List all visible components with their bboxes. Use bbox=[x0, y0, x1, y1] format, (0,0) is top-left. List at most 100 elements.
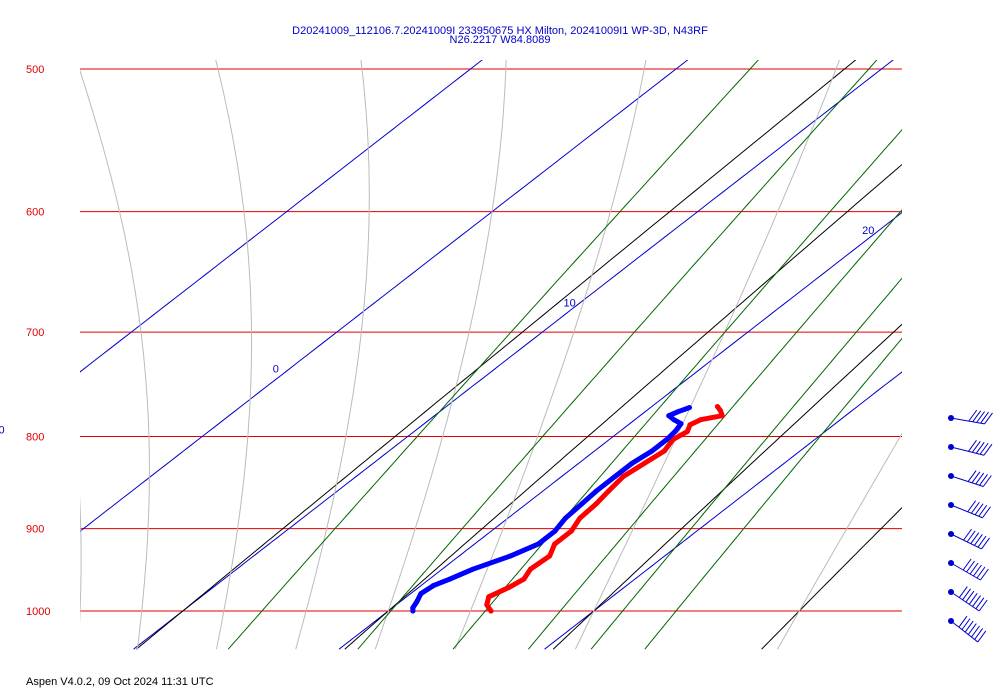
dry-adiabat-line bbox=[761, 506, 902, 650]
wind-barb-flag bbox=[962, 558, 972, 571]
dewpoint-point bbox=[418, 591, 424, 597]
wind-barb-flag bbox=[974, 503, 984, 516]
wind-barb-flag bbox=[975, 472, 985, 485]
temperature-point bbox=[605, 488, 611, 494]
dewpoint-point bbox=[649, 448, 655, 454]
temperature-point bbox=[714, 404, 720, 410]
dry-adiabat-line bbox=[136, 60, 857, 650]
dry-adiabat-line bbox=[344, 163, 902, 650]
wind-barb-flag bbox=[982, 506, 991, 519]
dewpoint-point bbox=[629, 460, 635, 466]
wind-barb-flag bbox=[973, 564, 982, 577]
wind-barb-staff bbox=[950, 475, 984, 487]
moist-adiabat-line bbox=[80, 496, 82, 625]
wind-barb-staff bbox=[950, 533, 982, 550]
isobar-label: 700 bbox=[26, 327, 44, 339]
dewpoint-point bbox=[612, 474, 618, 480]
dewpoint-point bbox=[672, 429, 678, 435]
temperature-point bbox=[547, 553, 553, 559]
temperature-point bbox=[552, 541, 558, 547]
wind-barb-flag bbox=[976, 566, 986, 579]
mixing-ratio-line bbox=[227, 60, 759, 650]
temperature-point bbox=[506, 584, 512, 590]
isobar-label: 1000 bbox=[26, 606, 50, 618]
mixing-ratio-line bbox=[644, 337, 902, 650]
mixing-ratio-line bbox=[528, 209, 902, 650]
wind-barb-flag bbox=[979, 442, 989, 455]
temperature-point bbox=[488, 608, 494, 614]
wind-barb-flag bbox=[971, 441, 981, 453]
temperature-point bbox=[527, 566, 533, 572]
isotherm-line bbox=[80, 60, 483, 373]
dewpoint-point bbox=[666, 413, 672, 419]
wind-barb-flag bbox=[972, 410, 982, 423]
wind-barb bbox=[948, 409, 993, 425]
dry-adiabat-line bbox=[552, 323, 902, 650]
dewpoint-point bbox=[414, 599, 420, 605]
wind-barb-flag bbox=[958, 615, 968, 628]
temperature-point bbox=[719, 413, 725, 419]
wind-barb-flag bbox=[973, 534, 983, 546]
isotherm-label: 0 bbox=[273, 364, 279, 376]
wind-barb-flag bbox=[980, 411, 989, 424]
wind-barb bbox=[948, 558, 989, 581]
wind-barb-flag bbox=[961, 618, 971, 630]
mixing-ratio-line bbox=[452, 129, 902, 650]
temperature-point bbox=[687, 422, 693, 428]
temperature-point bbox=[717, 408, 723, 414]
temperature-point bbox=[521, 576, 527, 582]
dry-adiabat-line bbox=[970, 0, 1000, 649]
wind-barb-flag bbox=[964, 620, 974, 633]
dewpoint-point bbox=[410, 608, 416, 614]
temperature-point bbox=[670, 436, 676, 442]
wind-barb bbox=[948, 615, 987, 643]
wind-barb bbox=[948, 470, 992, 487]
dewpoint-point bbox=[664, 436, 670, 442]
wind-barb-flag bbox=[976, 411, 986, 423]
isobar-label: 500 bbox=[26, 64, 44, 76]
moist-adiabat-line bbox=[374, 60, 507, 650]
chart-subtitle: N26.2217 W84.8089 bbox=[449, 34, 551, 46]
wind-barb-flag bbox=[982, 475, 992, 487]
grid-layer bbox=[0, 0, 1000, 650]
wind-barb-flag bbox=[966, 530, 976, 543]
wind-barb-flag bbox=[967, 500, 977, 513]
dewpoint-point bbox=[579, 501, 585, 507]
wind-barb-flag bbox=[962, 588, 972, 601]
dewpoint-point bbox=[593, 488, 599, 494]
wind-barb-staff bbox=[950, 591, 980, 612]
wind-barb-flag bbox=[984, 412, 993, 425]
mixing-ratio-line bbox=[590, 277, 902, 650]
wind-barb-flag bbox=[977, 630, 987, 643]
chart-title: D20241009_112106.7.20241009I 233950675 H… bbox=[292, 25, 708, 37]
wind-barb-flag bbox=[968, 409, 978, 422]
moist-adiabat-line bbox=[0, 0, 39, 649]
moist-adiabat-line bbox=[80, 69, 150, 650]
wind-barb-flag bbox=[966, 560, 975, 573]
wind-barb-flag bbox=[968, 593, 978, 605]
wind-barb-flag bbox=[980, 568, 989, 581]
wind-barb bbox=[948, 500, 991, 519]
wind-barb-flag bbox=[978, 599, 988, 612]
wind-barb-flag bbox=[978, 504, 988, 517]
isobar-label: 900 bbox=[26, 524, 44, 536]
wind-barb-flag bbox=[971, 471, 981, 484]
wind-barb-flag bbox=[970, 501, 980, 514]
isotherm-line bbox=[80, 60, 689, 532]
wind-barb-flag bbox=[968, 440, 977, 452]
wind-barb-flag bbox=[969, 562, 979, 575]
temperature-point bbox=[684, 429, 690, 435]
wind-barb-flag bbox=[967, 470, 977, 482]
wind-barb-flag bbox=[967, 623, 977, 635]
wind-barb bbox=[948, 528, 990, 550]
wind-barb-flag bbox=[972, 595, 981, 607]
wind-barbs bbox=[948, 409, 993, 643]
wind-barb-flag bbox=[975, 441, 985, 454]
dewpoint-point bbox=[508, 553, 514, 559]
isobar-label: 600 bbox=[26, 207, 44, 219]
wind-barb-flag bbox=[974, 628, 984, 640]
footer-version: Aspen V4.0.2, 09 Oct 2024 11:31 UTC bbox=[26, 676, 214, 688]
dewpoint-point bbox=[470, 566, 476, 572]
